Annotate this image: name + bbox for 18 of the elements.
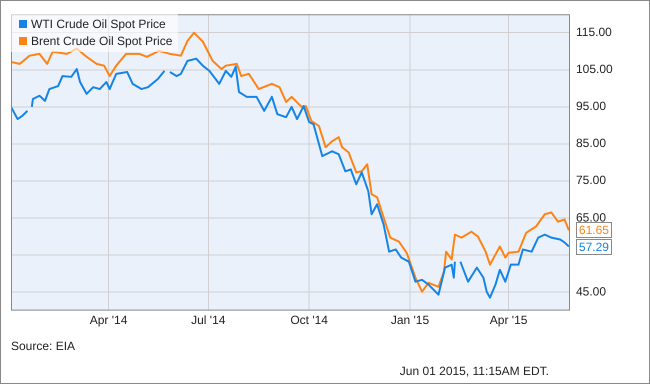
- text: Jun 01 2015, 11:15AM EDT.: [400, 364, 549, 378]
- x-tick-label: Jul '14: [191, 313, 226, 328]
- y-tick-label: 65.00: [576, 210, 606, 224]
- y-tick-label: 75.00: [576, 173, 606, 188]
- y-tick-label: 85.00: [576, 136, 606, 150]
- legend-label: Brent Crude Oil Spot Price: [30, 33, 172, 50]
- y-tick-label: 45.00: [576, 284, 606, 298]
- x-tick-label: Oct '14: [290, 313, 328, 328]
- annotation: 61.65: [576, 222, 612, 238]
- legend-label: WTI Crude Oil Spot Price: [30, 16, 167, 34]
- x-tick-label: Apr '14: [90, 313, 128, 328]
- y-tick-label: 105.00: [576, 62, 614, 76]
- x-tick-label: Apr '15: [490, 313, 528, 328]
- annotation: 57.29: [576, 238, 612, 255]
- y-tick-label: 115.00: [576, 25, 612, 40]
- y-tick-label: 95.00: [576, 99, 606, 114]
- source-note: Source: EIA: [11, 339, 76, 353]
- x-tick-label: Jan '15: [390, 313, 430, 328]
